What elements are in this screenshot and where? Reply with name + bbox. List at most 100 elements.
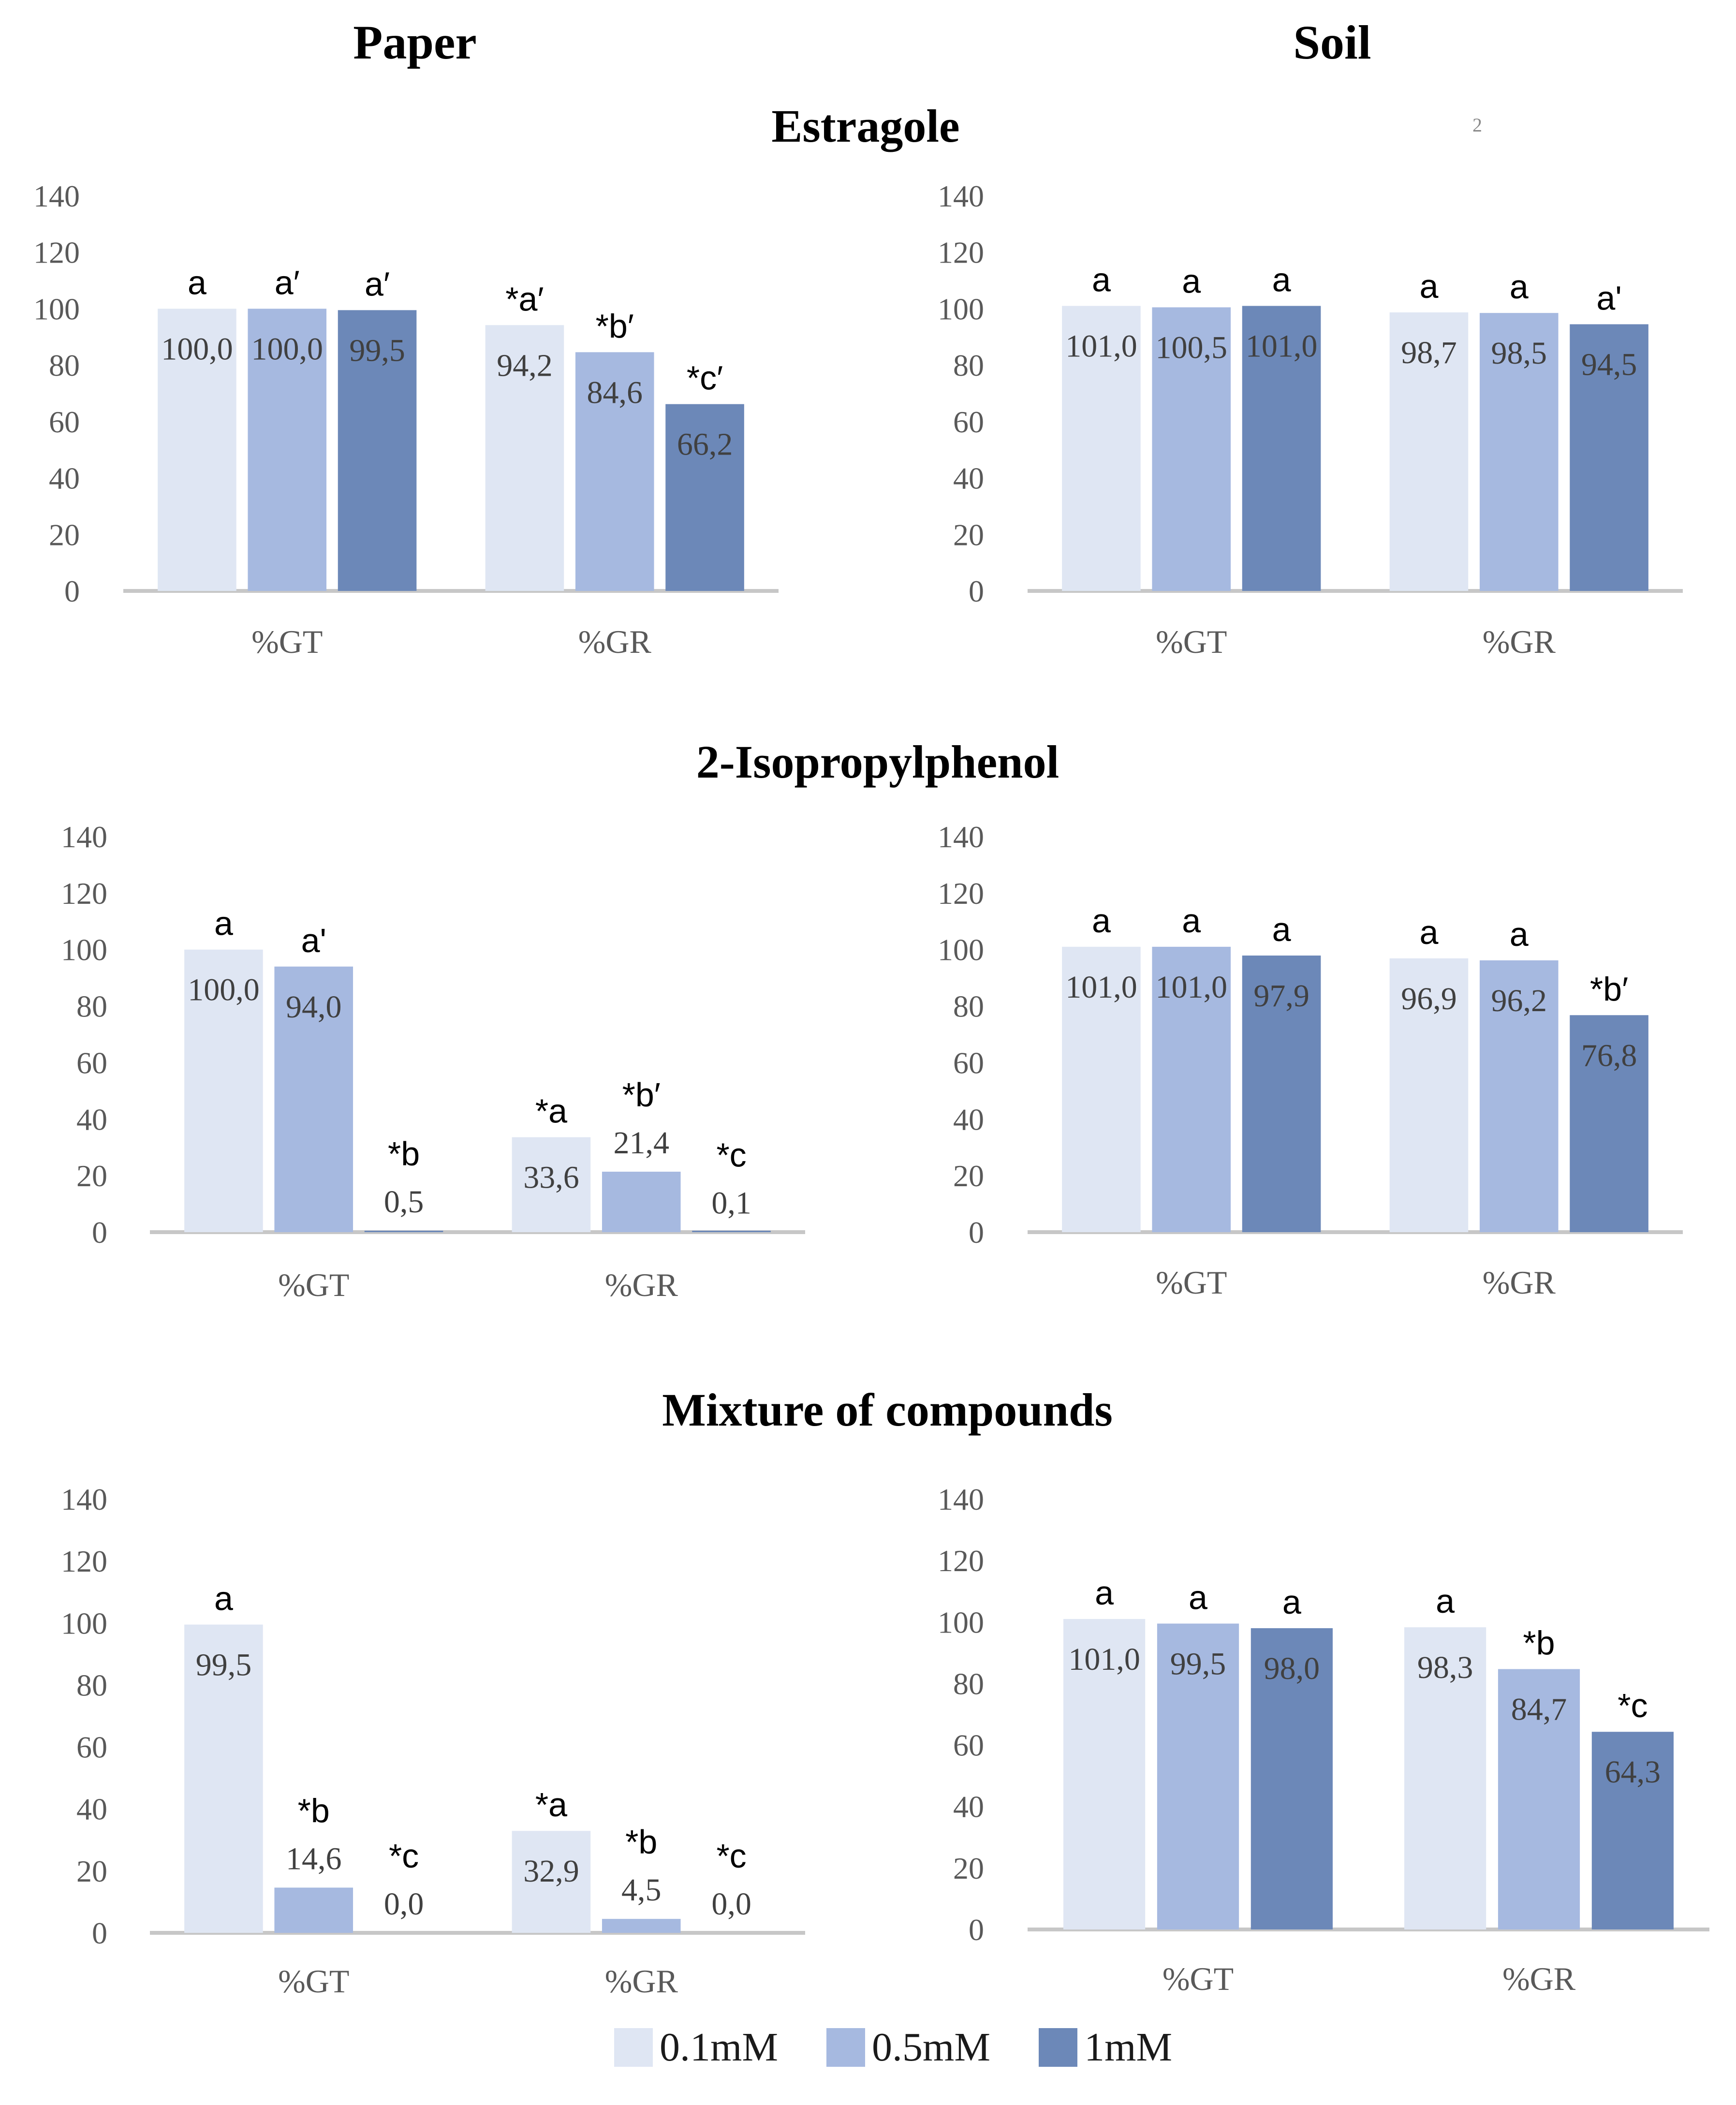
bar-0.1mM-%GT	[1063, 1619, 1146, 1929]
bar-0.1mM-%GT	[184, 1624, 263, 1933]
legend-label: 0.5mM	[872, 2025, 991, 2070]
data-label: 0,1	[711, 1185, 751, 1221]
bar-0.1mM-%GT	[1062, 946, 1141, 1232]
y-tick-label: 60	[953, 1045, 984, 1080]
group-heading-estragole: Estragole	[771, 100, 960, 152]
bar-0.1mM-%GT	[1062, 306, 1141, 591]
bar-1mM-%GT	[1242, 955, 1321, 1232]
category-label: %GT	[1156, 623, 1227, 660]
significance-letter: a′	[365, 265, 390, 303]
data-label: 84,7	[1511, 1692, 1567, 1727]
significance-letter: *a	[535, 1786, 567, 1824]
data-label: 98,7	[1401, 335, 1457, 370]
y-tick-label: 80	[953, 348, 984, 383]
bar-0.5mM-%GR	[1479, 313, 1559, 591]
bar-0.1mM-%GR	[512, 1831, 591, 1933]
category-label: %GT	[278, 1963, 349, 2000]
data-label: 100,0	[251, 331, 324, 367]
significance-letter: *b′	[622, 1076, 661, 1114]
data-label: 98,5	[1491, 336, 1547, 371]
y-tick-label: 100	[61, 933, 107, 967]
significance-letter: a	[1189, 1578, 1207, 1616]
data-label: 100,0	[188, 972, 260, 1008]
y-tick-label: 140	[61, 820, 107, 854]
significance-letter: *c′	[687, 359, 723, 397]
data-label: 96,9	[1401, 981, 1457, 1016]
y-tick-label: 20	[953, 1851, 984, 1885]
bar-1mM-%GT	[1242, 306, 1321, 591]
y-tick-label: 100	[938, 1605, 984, 1639]
legend-swatch	[614, 2028, 653, 2067]
data-label: 94,2	[497, 348, 553, 383]
bar-1mM-%GT	[1251, 1628, 1333, 1929]
category-label: %GR	[605, 1963, 678, 2000]
significance-letter: a	[214, 1579, 233, 1617]
data-label: 97,9	[1253, 978, 1309, 1014]
significance-letter: *b′	[1590, 970, 1628, 1008]
y-tick-label: 80	[76, 989, 107, 1024]
data-label: 99,5	[349, 333, 405, 368]
y-tick-label: 120	[61, 1544, 107, 1578]
y-tick-label: 20	[76, 1159, 107, 1193]
bar-1mM-%GT	[364, 1231, 443, 1232]
data-label: 101,0	[1065, 970, 1137, 1005]
data-label: 100,0	[161, 331, 233, 367]
bar-0.1mM-%GR	[512, 1137, 591, 1232]
group-heading-mixture: Mixture of compounds	[662, 1384, 1113, 1436]
y-tick-label: 140	[938, 1482, 984, 1516]
y-tick-label: 100	[938, 292, 984, 326]
bar-0.5mM-%GT	[1157, 1623, 1239, 1929]
legend-swatch	[826, 2028, 866, 2067]
column-heading-soil: Soil	[1293, 15, 1371, 69]
category-label: %GR	[1502, 1960, 1576, 1997]
y-tick-label: 40	[953, 1790, 984, 1824]
significance-letter: *c	[716, 1136, 746, 1174]
y-tick-label: 120	[61, 876, 107, 911]
y-tick-label: 0	[64, 574, 80, 608]
y-tick-label: 60	[76, 1045, 107, 1080]
bar-0.1mM-%GR	[1389, 312, 1469, 591]
significance-letter: *b	[1523, 1624, 1555, 1662]
category-label: %GT	[1156, 1264, 1227, 1301]
significance-letter: *c	[716, 1837, 746, 1875]
category-label: %GR	[605, 1266, 678, 1303]
category-label: %GR	[1483, 1264, 1556, 1301]
bar-1mM-%GR	[692, 1231, 771, 1232]
bar-0.5mM-%GT	[1152, 946, 1231, 1232]
stray-mark: 2	[1472, 114, 1482, 136]
bar-0.1mM-%GR	[1404, 1627, 1486, 1929]
bar-0.1mM-%GR	[1389, 958, 1469, 1232]
bar-0.5mM-%GR	[602, 1919, 681, 1933]
significance-letter: a	[1095, 1574, 1114, 1612]
significance-letter: a	[1419, 267, 1438, 305]
legend-label: 0.1mM	[660, 2025, 779, 2070]
significance-letter: a	[1436, 1582, 1455, 1620]
y-tick-label: 60	[953, 405, 984, 439]
significance-letter: *a′	[505, 280, 544, 318]
data-label: 101,0	[1246, 329, 1318, 364]
significance-letter: a	[1510, 268, 1529, 306]
significance-letter: a	[1272, 911, 1291, 948]
column-heading-paper: Paper	[353, 15, 477, 69]
bar-0.5mM-%GR	[602, 1171, 681, 1232]
significance-letter: a	[1272, 261, 1291, 299]
bar-1mM-%GR	[665, 404, 744, 591]
significance-letter: a	[214, 905, 233, 942]
y-tick-label: 140	[938, 820, 984, 854]
legend-item-0.5mM: 0.5mM	[826, 2024, 990, 2071]
legend-item-0.1mM: 0.1mM	[614, 2024, 778, 2071]
bar-1mM-%GR	[1591, 1732, 1674, 1929]
y-tick-label: 120	[938, 236, 984, 270]
y-tick-label: 80	[76, 1668, 107, 1702]
data-label: 4,5	[621, 1872, 662, 1908]
significance-letter: *b	[388, 1135, 420, 1173]
bar-0.5mM-%GR	[1498, 1669, 1580, 1929]
bar-0.5mM-%GT	[248, 309, 327, 591]
category-label: %GR	[578, 623, 652, 660]
significance-letter: a'	[301, 922, 326, 959]
data-label: 94,0	[286, 989, 342, 1025]
significance-letter: a	[1092, 261, 1111, 299]
bar-0.1mM-%GT	[184, 949, 263, 1232]
